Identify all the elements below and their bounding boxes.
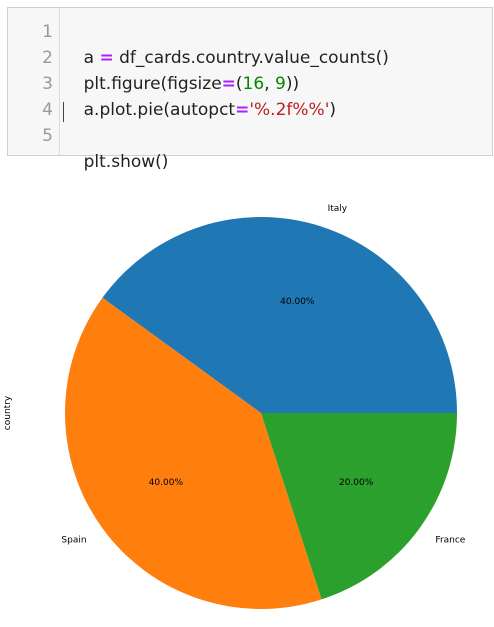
slice-label: France: [435, 536, 465, 546]
code-line[interactable]: a.plot.pie(autopct='%.2f%%'): [62, 71, 336, 149]
code-token: '%.2f%%': [249, 100, 330, 120]
code-token: plt.show(): [83, 152, 169, 172]
code-cell[interactable]: 1 2 3 4 5 a = df_cards.country.value_cou…: [7, 7, 493, 172]
pie-slice-spain: [65, 297, 322, 609]
line-number: 4: [42, 100, 53, 120]
code-token: df_cards.country.value_counts(): [113, 48, 389, 68]
code-token: plt.figure(figsize: [83, 74, 222, 94]
line-number: 1: [42, 22, 53, 42]
pie-labels: Italy 40.00% Spain 40.00% France 20.00%: [61, 204, 465, 546]
slice-label: Spain: [61, 536, 86, 546]
code-token: 9: [275, 74, 286, 94]
line-number: 2: [42, 48, 53, 68]
code-token: 16: [242, 74, 265, 94]
text-cursor: [63, 102, 64, 122]
code-token: ): [329, 100, 337, 120]
slice-label: Italy: [328, 204, 348, 214]
pie-slice-italy: [102, 217, 457, 413]
slice-percent-label: 40.00%: [149, 478, 184, 488]
pie-slices: [65, 217, 457, 609]
cell-output: country Italy 40.00% Spain 40.00% France 20.0…: [0, 170, 494, 623]
code-token: ,: [264, 74, 275, 94]
pie-chart: country Italy 40.00% Spain 40.00% France 20.0…: [3, 204, 466, 609]
line-number: 5: [42, 126, 53, 146]
slice-percent-label: 20.00%: [339, 478, 374, 488]
code-line[interactable]: a = df_cards.country.value_counts(): [62, 19, 389, 97]
code-line[interactable]: plt.show(): [62, 123, 169, 201]
slice-percent-label: 40.00%: [280, 297, 315, 307]
code-token: =: [235, 100, 250, 120]
code-token: a.plot.pie(autopct: [83, 100, 236, 120]
code-token: =: [221, 74, 236, 94]
line-number: 3: [42, 74, 53, 94]
code-token: a: [83, 48, 100, 68]
code-token: )): [285, 74, 300, 94]
code-token: =: [99, 48, 114, 68]
pie-slice-france: [261, 413, 457, 600]
line-number-gutter: 1 2 3 4 5: [8, 8, 60, 155]
y-axis-label: country: [3, 395, 13, 430]
code-line[interactable]: plt.figure(figsize=(16, 9)): [62, 45, 299, 123]
code-token: (: [235, 74, 243, 94]
